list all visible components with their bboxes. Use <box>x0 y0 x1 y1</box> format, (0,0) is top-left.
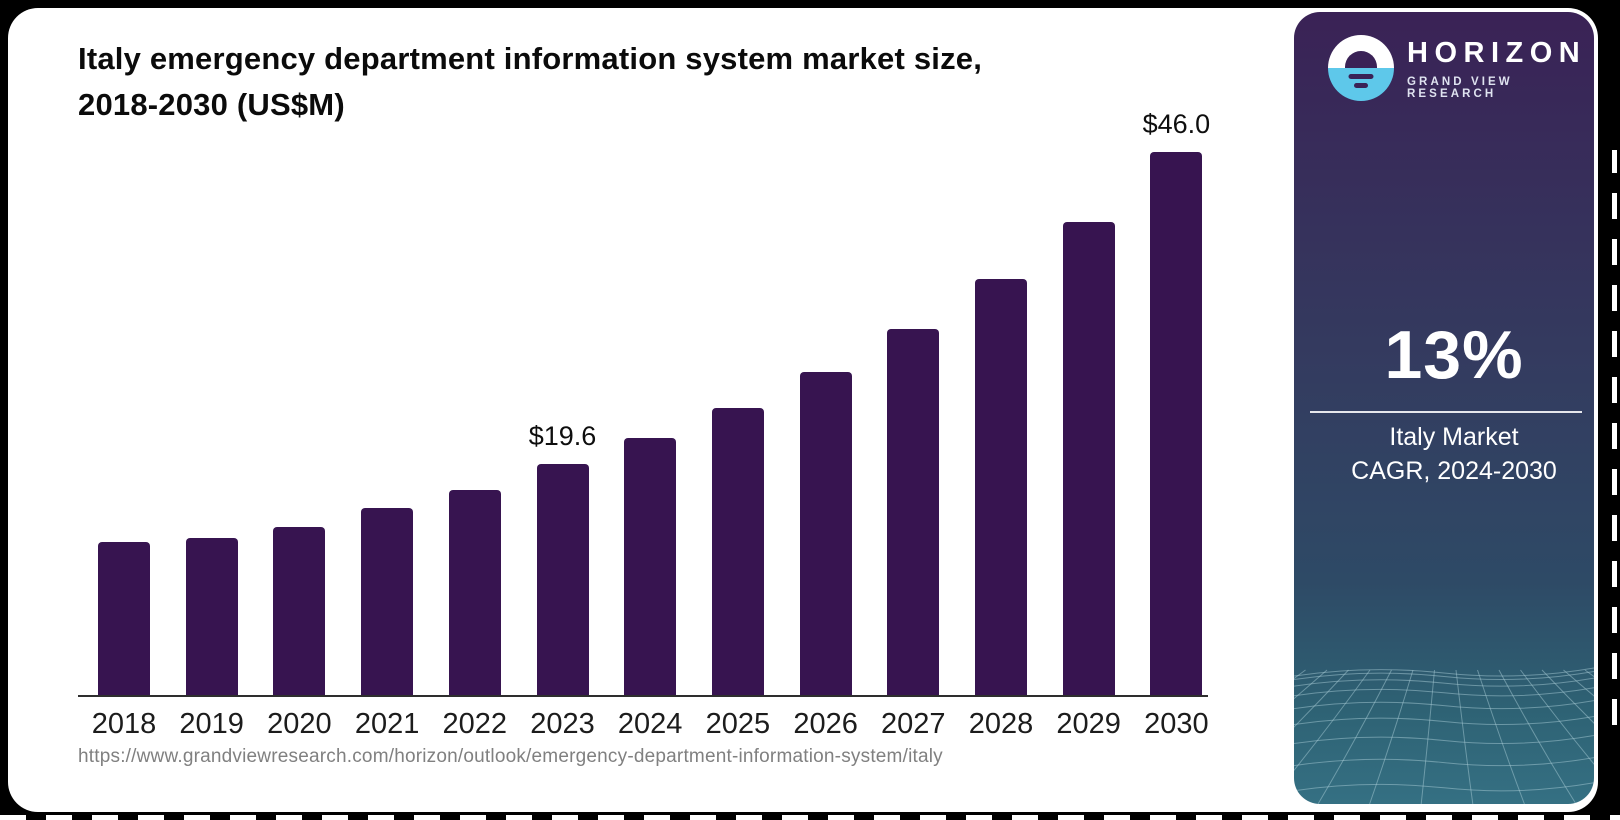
logo-reflection-line <box>1354 83 1368 88</box>
bar-2027 <box>887 329 940 695</box>
cagr-label: Italy Market CAGR, 2024-2030 <box>1294 420 1594 488</box>
x-axis-label-2030: 2030 <box>1144 708 1209 740</box>
source-url: https://www.grandviewresearch.com/horizo… <box>78 746 943 767</box>
right-dashed-mark <box>1612 150 1617 725</box>
logo-reflection-line <box>1348 74 1374 79</box>
bar-2026 <box>799 372 852 695</box>
brand-block: HORIZON GRAND VIEW RESEARCH <box>1328 35 1594 101</box>
bar-2022 <box>448 490 501 695</box>
bar-2019 <box>185 538 238 695</box>
bar-2029 <box>1062 222 1115 695</box>
x-axis-label-2021: 2021 <box>354 708 420 740</box>
brand-text: HORIZON GRAND VIEW RESEARCH <box>1407 37 1594 100</box>
x-axis-label-2018: 2018 <box>91 708 157 740</box>
plot-area: 2018 2019 2020 2021 2022 $19.6 2023 2024 2025 202… <box>78 109 1210 740</box>
x-axis-label-2027: 2027 <box>881 708 946 740</box>
bar-2018 <box>98 542 150 695</box>
bar-2025 <box>711 408 764 695</box>
x-axis-label-2024: 2024 <box>617 708 683 740</box>
brand-name: HORIZON <box>1407 36 1587 69</box>
chart-title: Italy emergency department information s… <box>78 36 1158 128</box>
bar-2020 <box>273 527 326 695</box>
x-axis-label-2020: 2020 <box>267 708 332 740</box>
bar-value-label-2023: $19.6 <box>528 421 597 451</box>
stat-divider <box>1310 411 1582 413</box>
chart-title-line2: 2018-2030 (US$M) <box>78 87 345 122</box>
cagr-label-line1: Italy Market <box>1389 423 1519 451</box>
bar-2030 <box>1150 152 1203 695</box>
x-axis-label-2028: 2028 <box>968 708 1034 740</box>
bottom-dashed-mark <box>0 815 1620 820</box>
x-axis-label-2025: 2025 <box>705 708 771 740</box>
bar-2021 <box>361 508 414 695</box>
chart-title-line1: Italy emergency department information s… <box>78 41 983 76</box>
bar-2028 <box>975 279 1027 695</box>
logo-sun-shape <box>1345 51 1377 68</box>
brand-tagline: GRAND VIEW RESEARCH <box>1407 75 1513 100</box>
horizon-logo-icon <box>1328 35 1394 101</box>
x-axis-label-2029: 2029 <box>1056 708 1121 740</box>
sidebar-panel: HORIZON GRAND VIEW RESEARCH 13% Italy Ma… <box>1294 12 1594 804</box>
x-axis-label-2023: 2023 <box>530 708 595 740</box>
x-axis-label-2022: 2022 <box>442 708 508 740</box>
bar-2024 <box>624 438 677 695</box>
wireframe-mesh-graphic <box>1294 667 1594 804</box>
x-axis-label-2019: 2019 <box>179 708 244 740</box>
bar-2023 <box>536 464 589 695</box>
cagr-label-line2: CAGR, 2024-2030 <box>1351 457 1557 485</box>
bar-value-label-2030: $46.0 <box>1142 109 1211 139</box>
cagr-value: 13% <box>1384 317 1524 393</box>
report-card: Italy emergency department information s… <box>8 8 1598 812</box>
x-axis-label-2026: 2026 <box>793 708 858 740</box>
